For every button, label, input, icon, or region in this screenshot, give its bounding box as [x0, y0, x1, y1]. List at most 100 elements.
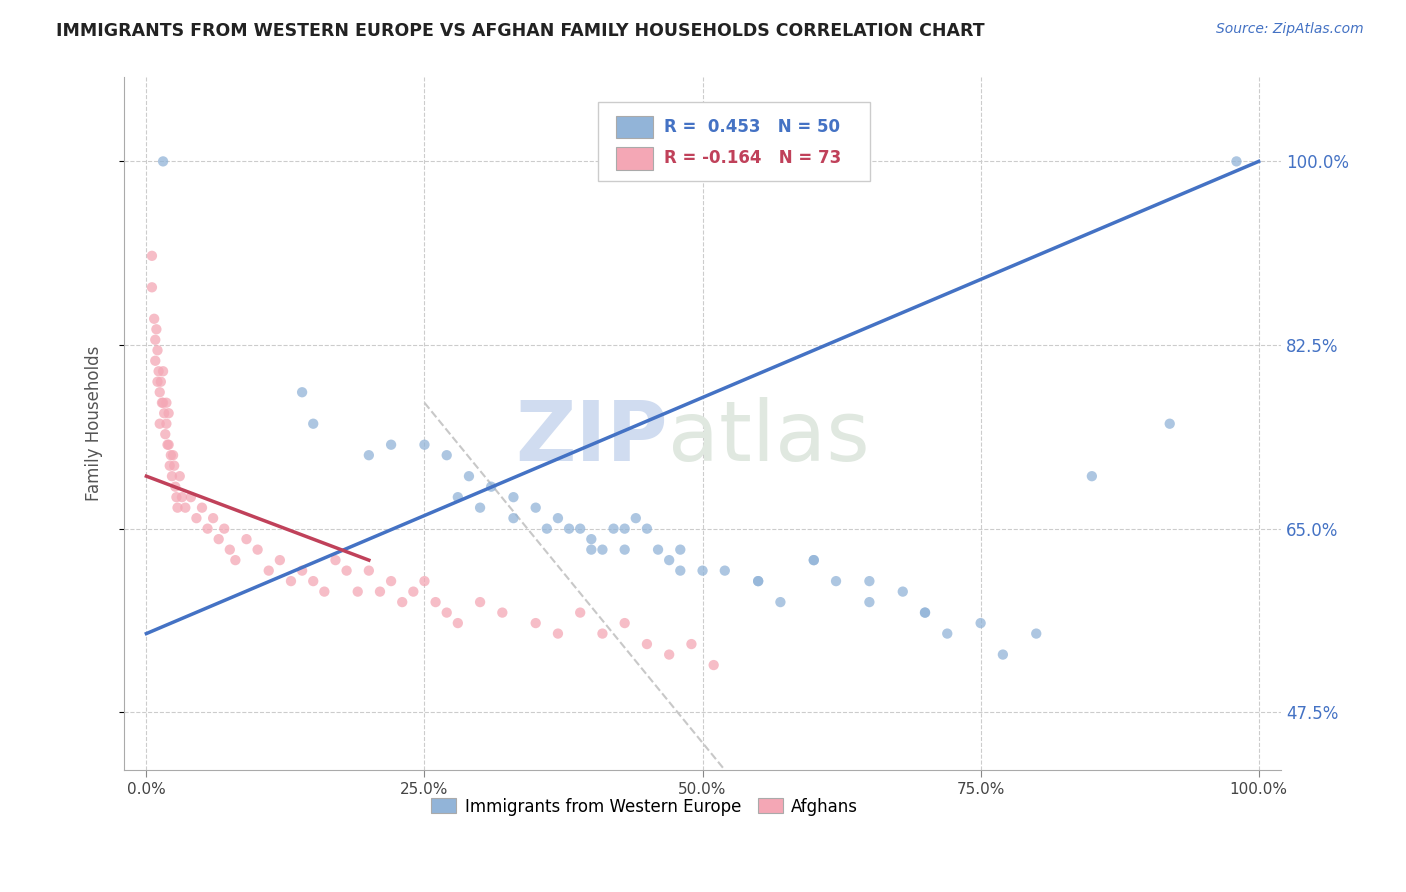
Text: ZIP: ZIP [516, 397, 668, 478]
Point [747, 574, 769, 588]
FancyBboxPatch shape [616, 116, 652, 137]
Point [447, 616, 470, 631]
Point [569, 606, 592, 620]
Point [141, 249, 163, 263]
Point [380, 438, 402, 452]
Point [174, 500, 197, 515]
Point [803, 553, 825, 567]
Point [858, 595, 880, 609]
Legend: Immigrants from Western Europe, Afghans: Immigrants from Western Europe, Afghans [423, 789, 866, 824]
Point [146, 375, 169, 389]
Point [224, 553, 246, 567]
Point [156, 438, 179, 452]
Point [436, 448, 458, 462]
Point [160, 469, 183, 483]
Point [413, 438, 436, 452]
Point [155, 395, 177, 409]
Point [149, 385, 172, 400]
Point [391, 595, 413, 609]
Point [143, 333, 166, 347]
Point [658, 648, 681, 662]
Point [936, 626, 959, 640]
Point [468, 500, 491, 515]
Point [613, 616, 636, 631]
Point [165, 490, 187, 504]
Point [155, 417, 177, 431]
Point [991, 648, 1014, 662]
Point [146, 343, 169, 358]
Point [547, 511, 569, 525]
Point [218, 542, 240, 557]
Point [1081, 469, 1104, 483]
Point [524, 616, 547, 631]
Point [624, 511, 647, 525]
Point [141, 280, 163, 294]
Point [536, 522, 558, 536]
Point [502, 490, 524, 504]
Point [336, 564, 359, 578]
Point [152, 395, 174, 409]
Point [314, 584, 336, 599]
Point [502, 511, 524, 525]
Point [368, 584, 391, 599]
Point [191, 500, 214, 515]
Point [602, 522, 624, 536]
Point [149, 375, 172, 389]
Point [468, 595, 491, 609]
Point [713, 564, 735, 578]
Point [157, 406, 180, 420]
Point [150, 395, 173, 409]
Point [346, 584, 368, 599]
Point [291, 385, 314, 400]
Point [569, 522, 592, 536]
Point [591, 542, 613, 557]
Point [581, 532, 603, 546]
Point [166, 500, 188, 515]
Point [681, 637, 703, 651]
Point [914, 606, 936, 620]
Point [658, 553, 681, 567]
Point [458, 469, 481, 483]
Point [858, 574, 880, 588]
Point [186, 511, 208, 525]
Point [581, 542, 603, 557]
Point [413, 574, 436, 588]
Point [155, 427, 177, 442]
Point [769, 595, 792, 609]
Point [479, 480, 502, 494]
Point [436, 606, 458, 620]
Point [257, 564, 280, 578]
Point [447, 490, 470, 504]
Point [969, 616, 991, 631]
Point [558, 522, 581, 536]
Point [152, 364, 174, 378]
Point [165, 480, 187, 494]
Point [1025, 626, 1047, 640]
Point [148, 364, 170, 378]
Point [613, 522, 636, 536]
Point [152, 154, 174, 169]
Point [647, 542, 669, 557]
Point [149, 417, 172, 431]
Point [891, 584, 914, 599]
Point [212, 522, 235, 536]
Point [825, 574, 848, 588]
Point [202, 511, 225, 525]
Point [143, 311, 166, 326]
Point [169, 469, 191, 483]
Point [269, 553, 291, 567]
Point [425, 595, 447, 609]
Point [197, 522, 219, 536]
Point [491, 606, 513, 620]
Point [143, 353, 166, 368]
Point [325, 553, 347, 567]
Point [159, 458, 181, 473]
Point [163, 458, 186, 473]
Point [613, 542, 636, 557]
Point [1225, 154, 1247, 169]
Point [747, 574, 769, 588]
Point [157, 438, 180, 452]
Text: R =  0.453   N = 50: R = 0.453 N = 50 [665, 118, 841, 136]
Point [1159, 417, 1181, 431]
Text: R = -0.164   N = 73: R = -0.164 N = 73 [665, 150, 842, 168]
